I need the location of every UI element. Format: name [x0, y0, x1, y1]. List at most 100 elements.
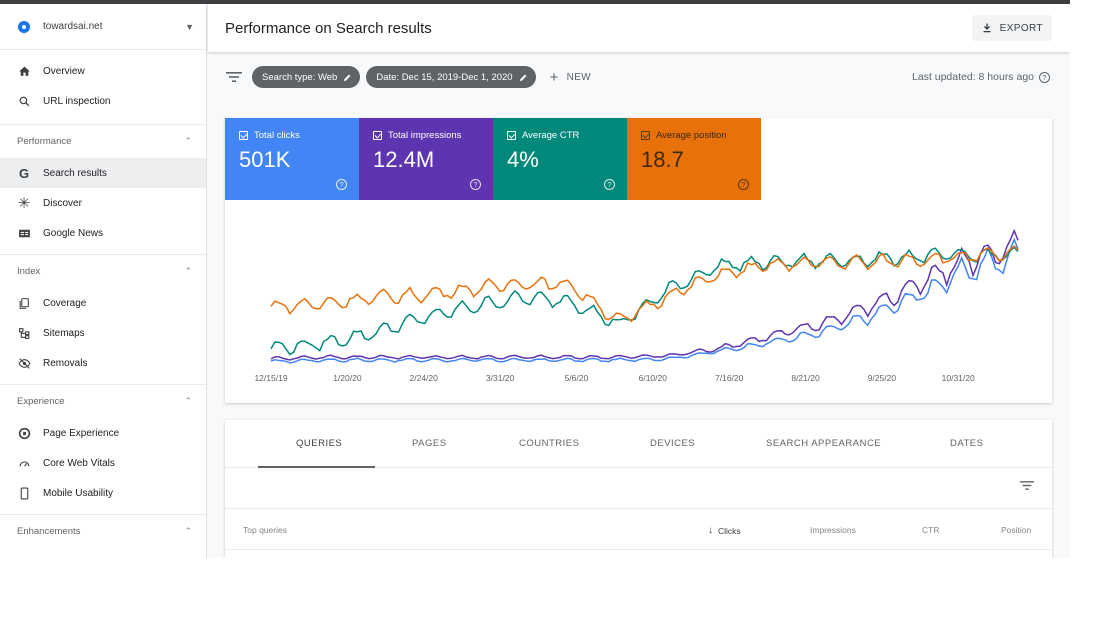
metric-average-ctr[interactable]: Average CTR 4% ? [493, 118, 627, 200]
column-position[interactable]: Position [1001, 525, 1032, 535]
arrow-down-icon: ↓ [708, 525, 713, 536]
sidebar-item-overview[interactable]: Overview [0, 56, 206, 86]
property-name: towardsai.net [43, 21, 103, 32]
sidebar-item-label: Removals [43, 357, 88, 369]
download-icon [983, 23, 991, 33]
metric-total-clicks[interactable]: Total clicks 501K ? [225, 118, 359, 200]
sitemap-icon [17, 326, 31, 340]
section-enhancements[interactable]: Enhancements ⌃ [0, 514, 206, 548]
sidebar-item-discover[interactable]: ✳ Discover [0, 188, 206, 218]
column-top-queries[interactable]: Top queries [243, 525, 287, 535]
metric-label: Total impressions [388, 130, 462, 141]
sidebar-item-search-results[interactable]: G Search results [0, 158, 206, 188]
help-icon[interactable]: ? [604, 179, 615, 190]
new-filter-button[interactable]: + NEW [550, 69, 591, 86]
section-title: Enhancements [17, 526, 81, 537]
section-index[interactable]: Index ⌃ [0, 254, 206, 288]
sidebar: towardsai.net ▼ Overview URL inspection … [0, 4, 207, 558]
section-title: Performance [17, 136, 72, 147]
x-tick-label: 6/10/20 [639, 373, 668, 383]
dimension-tabs: QUERIES PAGES COUNTRIES DEVICES SEARCH A… [225, 420, 1052, 468]
metric-average-position[interactable]: Average position 18.7 ? [627, 118, 761, 200]
metric-label: Average CTR [522, 130, 580, 141]
caret-down-icon: ▼ [185, 21, 194, 32]
section-performance[interactable]: Performance ⌃ [0, 124, 206, 158]
x-tick-label: 3/31/20 [486, 373, 515, 383]
search-console-app: towardsai.net ▼ Overview URL inspection … [0, 0, 1070, 558]
help-icon[interactable]: ? [1039, 71, 1050, 83]
tab-search-appearance[interactable]: SEARCH APPEARANCE [766, 438, 882, 449]
sidebar-item-label: Search results [43, 167, 107, 179]
sidebar-item-google-news[interactable]: Google News [0, 218, 206, 248]
news-icon [17, 226, 31, 240]
search-type-chip[interactable]: Search type: Web [252, 66, 361, 88]
filter-bar: Search type: Web Date: Dec 15, 2019-Dec … [208, 56, 1070, 98]
metric-total-impressions[interactable]: Total impressions 12.4M ? [359, 118, 493, 200]
checkbox-icon [507, 131, 516, 140]
sidebar-item-coverage[interactable]: Coverage [0, 288, 206, 318]
series-layer [270, 228, 1019, 364]
home-icon [17, 64, 31, 78]
sidebar-item-sitemaps[interactable]: Sitemaps [0, 318, 206, 348]
export-button[interactable]: EXPORT [971, 15, 1052, 41]
pencil-icon [344, 74, 351, 81]
gauge-icon [17, 456, 31, 470]
series-line-ctr [270, 246, 1019, 356]
chevron-up-icon: ⌃ [184, 136, 192, 146]
series-line-position [270, 245, 1019, 323]
table-filter-icon[interactable] [1020, 480, 1034, 491]
sidebar-item-label: Overview [43, 65, 85, 77]
tab-dates[interactable]: DATES [950, 438, 984, 449]
x-tick-label: 8/21/20 [791, 373, 820, 383]
x-axis-ticks: 12/15/19 1/20/20 2/24/20 3/31/20 5/6/20 6/10/… [254, 373, 975, 383]
tab-queries[interactable]: QUERIES [296, 438, 343, 449]
page-title: Performance on Search results [225, 19, 432, 37]
tab-devices[interactable]: DEVICES [650, 438, 696, 449]
column-impressions[interactable]: Impressions [810, 525, 856, 535]
x-tick-label: 7/16/20 [715, 373, 744, 383]
breakdown-table-card: QUERIES PAGES COUNTRIES DEVICES SEARCH A… [225, 420, 1052, 558]
sidebar-item-removals[interactable]: Removals [0, 348, 206, 378]
sidebar-item-mobile-usability[interactable]: Mobile Usability [0, 478, 206, 508]
help-icon[interactable]: ? [470, 179, 481, 190]
filter-icon[interactable] [226, 71, 242, 83]
date-chip[interactable]: Date: Dec 15, 2019-Dec 1, 2020 [366, 66, 536, 88]
sidebar-item-label: Mobile Usability [43, 487, 114, 499]
checkbox-icon [641, 131, 650, 140]
section-experience[interactable]: Experience ⌃ [0, 384, 206, 418]
asterisk-icon: ✳ [17, 195, 31, 212]
checkbox-icon [373, 131, 382, 140]
metric-label: Average position [656, 130, 727, 141]
property-favicon-icon [18, 20, 30, 33]
export-label: EXPORT [999, 22, 1043, 34]
help-icon[interactable]: ? [738, 179, 749, 190]
column-clicks[interactable]: ↓ Clicks [708, 525, 741, 536]
performance-chart-card: Total clicks 501K ? Total impressions 12… [225, 118, 1052, 403]
last-updated-text: Last updated: 8 hours ago [911, 71, 1034, 83]
x-tick-label: 1/20/20 [333, 373, 362, 383]
circle-plus-icon [17, 426, 31, 440]
tab-pages[interactable]: PAGES [412, 438, 447, 449]
search-icon [17, 94, 31, 108]
metric-value: 12.4M [373, 147, 435, 172]
help-icon[interactable]: ? [336, 179, 347, 190]
column-label: Clicks [718, 525, 741, 536]
sidebar-item-label: Coverage [43, 297, 87, 309]
sidebar-item-page-experience[interactable]: Page Experience [0, 418, 206, 448]
chevron-up-icon: ⌃ [184, 396, 192, 406]
sidebar-item-url-inspection[interactable]: URL inspection [0, 86, 206, 116]
property-selector[interactable]: towardsai.net ▼ [0, 4, 206, 50]
sidebar-item-label: Google News [43, 227, 104, 239]
performance-line-chart: 12/15/19 1/20/20 2/24/20 3/31/20 5/6/20 6/10/… [254, 228, 1019, 383]
tab-countries[interactable]: COUNTRIES [519, 438, 580, 449]
section-title: Index [17, 266, 41, 277]
plus-icon: + [549, 68, 559, 86]
column-ctr[interactable]: CTR [922, 525, 940, 535]
sidebar-item-label: URL inspection [43, 95, 111, 107]
x-tick-label: 5/6/20 [565, 373, 589, 383]
page-header: Performance on Search results EXPORT [208, 4, 1070, 52]
copy-icon [17, 296, 31, 310]
series-line-clicks [270, 237, 1019, 364]
chevron-up-icon: ⌃ [184, 526, 192, 536]
sidebar-item-core-web-vitals[interactable]: Core Web Vitals [0, 448, 206, 478]
